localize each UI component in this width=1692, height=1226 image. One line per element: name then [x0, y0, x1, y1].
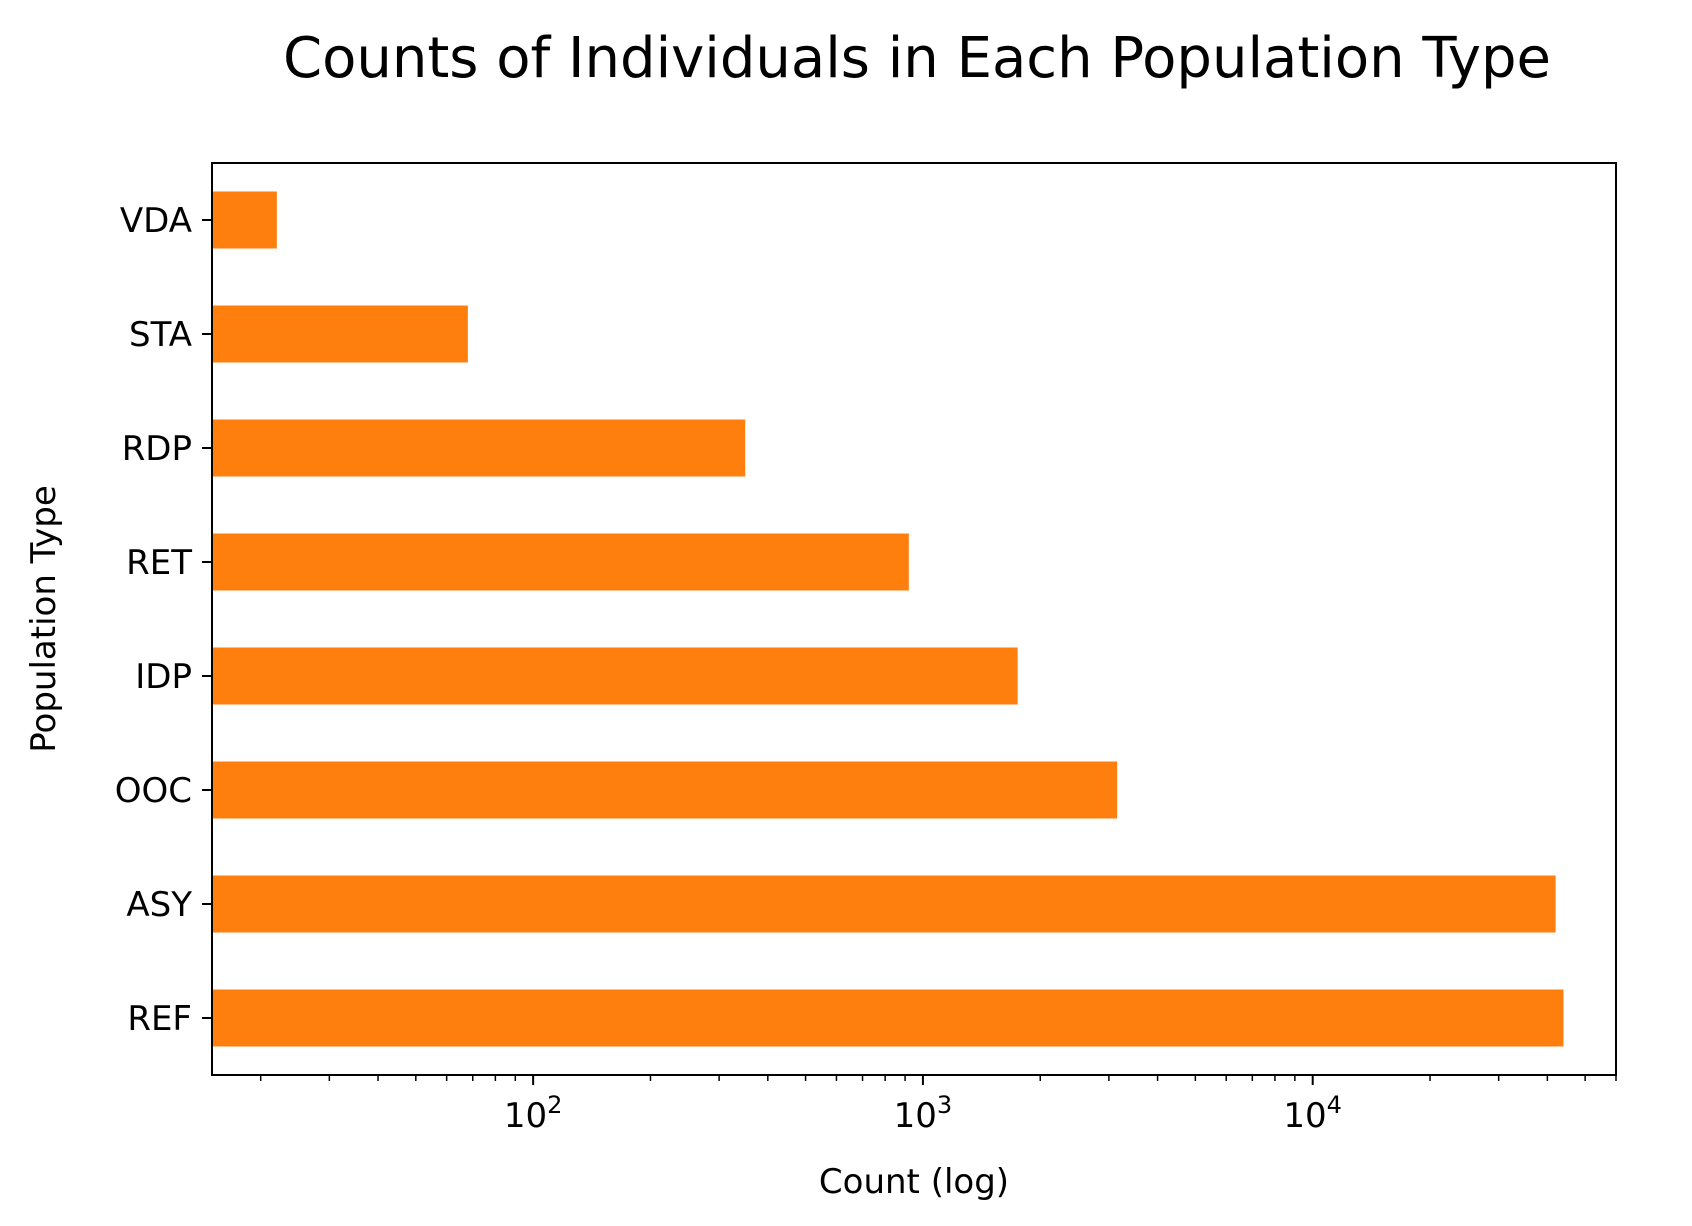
x-tick-label: 104 [1283, 1091, 1342, 1136]
y-axis: VDA STA RDP RET IDP OOC ASY REF [115, 201, 212, 1039]
bar-sta [212, 305, 468, 363]
x-tick-label: 103 [894, 1091, 953, 1136]
plot-frame [211, 162, 1617, 1076]
y-tick-label: OOC [115, 771, 192, 811]
y-tick-label: REF [127, 999, 192, 1039]
bar-asy [212, 875, 1556, 933]
y-tick-label: RET [126, 543, 192, 583]
bar-rdp [212, 419, 746, 477]
y-tick-label: VDA [120, 201, 192, 241]
bar-vda [212, 191, 277, 249]
bar-ret [212, 533, 909, 591]
y-tick-label: STA [129, 315, 192, 355]
bar-ooc [212, 761, 1118, 819]
bars-group [212, 191, 1564, 1047]
bar-idp [212, 647, 1018, 705]
x-axis: 102 103 104 [259, 1075, 1617, 1136]
y-tick-label: RDP [122, 429, 192, 469]
x-axis-label: Count (log) [819, 1162, 1009, 1202]
y-axis-label: Population Type [24, 485, 64, 753]
y-tick-label: ASY [126, 885, 192, 925]
chart-title: Counts of Individuals in Each Population… [283, 26, 1551, 91]
x-tick-label: 102 [504, 1091, 563, 1136]
y-tick-label: IDP [135, 657, 192, 697]
bar-ref [212, 989, 1564, 1047]
